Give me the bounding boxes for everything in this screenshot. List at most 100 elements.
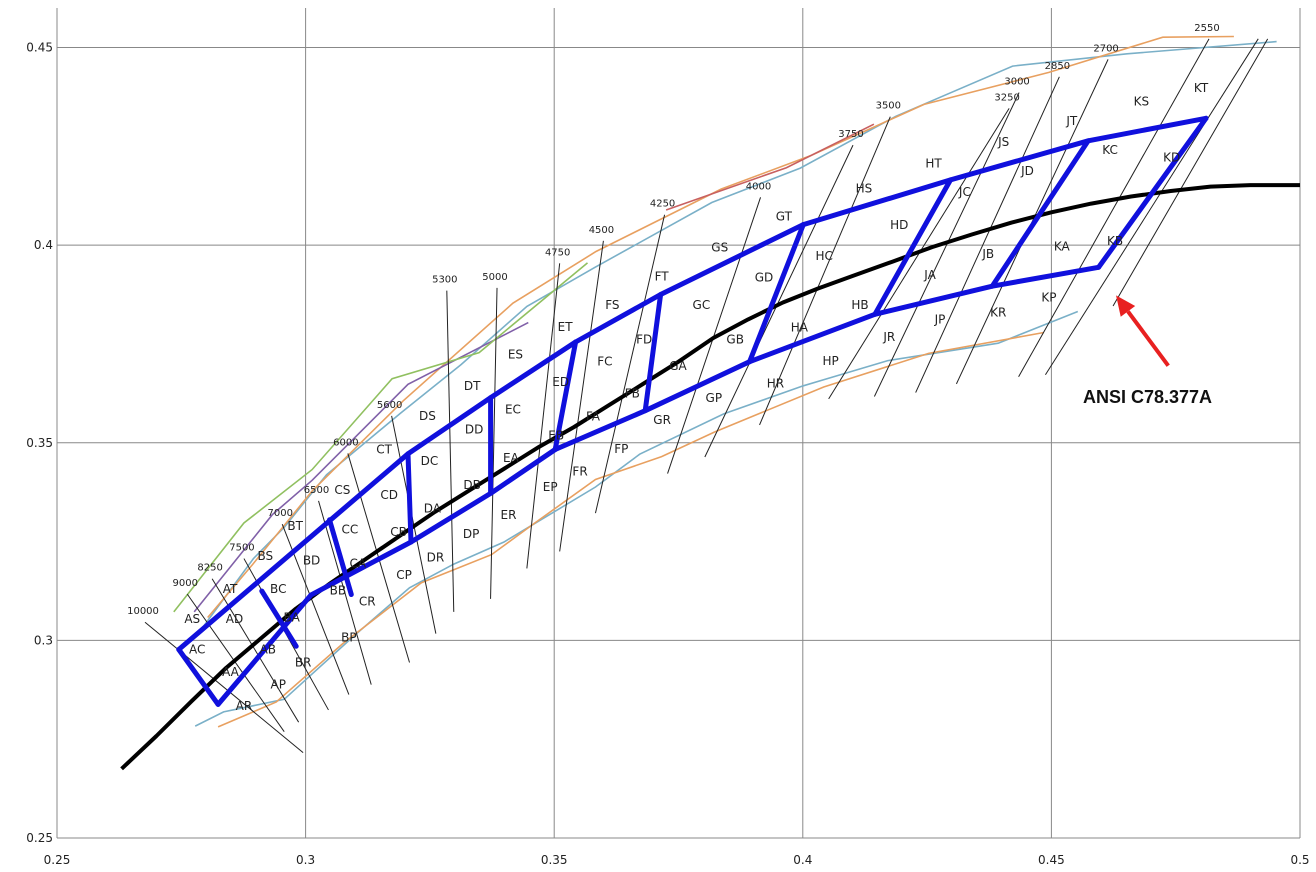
cell-label: FC bbox=[597, 355, 612, 369]
isotherm-line bbox=[446, 290, 455, 612]
cell-label: HA bbox=[791, 321, 809, 335]
y-tick-label: 0.35 bbox=[26, 436, 53, 450]
cell-label: CS bbox=[334, 483, 350, 497]
x-tick-label: 0.5 bbox=[1290, 853, 1309, 867]
isotherm-line bbox=[915, 76, 1060, 393]
cell-label: FB bbox=[625, 386, 640, 400]
quadrangle-edge bbox=[989, 138, 1091, 289]
quadrangle-edge bbox=[176, 339, 579, 652]
cell-label: BT bbox=[287, 519, 303, 533]
cell-label: GP bbox=[706, 391, 723, 405]
cct-label: 3250 bbox=[994, 92, 1019, 103]
cell-label: HP bbox=[823, 354, 839, 368]
cell-label: GD bbox=[755, 271, 774, 285]
cell-label: JA bbox=[923, 268, 936, 282]
isotherm-line bbox=[759, 116, 891, 426]
isotherm-line bbox=[144, 621, 304, 754]
cell-label: JD bbox=[1020, 164, 1034, 178]
cell-label: DA bbox=[424, 501, 442, 515]
isotherm-line bbox=[1045, 38, 1259, 376]
quadrangle-edge bbox=[552, 339, 579, 452]
cell-label: FR bbox=[572, 465, 587, 479]
cct-label: 4750 bbox=[545, 247, 570, 258]
cell-label: FD bbox=[636, 333, 652, 347]
cell-label: CT bbox=[376, 442, 392, 456]
cell-label: EB bbox=[548, 428, 564, 442]
cct-label: 2550 bbox=[1194, 23, 1219, 34]
cct-label: 4000 bbox=[746, 181, 771, 192]
cell-label: FP bbox=[614, 442, 628, 456]
cell-label: BD bbox=[303, 554, 320, 568]
boundary-line bbox=[665, 123, 875, 211]
cell-label: EA bbox=[503, 451, 520, 465]
cct-label: 9000 bbox=[173, 578, 198, 589]
cell-label: AA bbox=[222, 665, 240, 679]
cell-label: BP bbox=[341, 631, 356, 645]
tick-labels: 0.25 0.3 0.35 0.4 0.45 0.5 0.25 0.3 0.35 0.4 0.45 bbox=[26, 41, 1309, 867]
boundary-line bbox=[173, 262, 589, 613]
y-tick-label: 0.25 bbox=[26, 831, 53, 845]
cct-label: 5000 bbox=[482, 272, 507, 283]
y-tick-label: 0.45 bbox=[26, 41, 53, 55]
cell-label: KD bbox=[1163, 150, 1180, 164]
quadrangle-edge bbox=[800, 115, 1209, 228]
cell-label: KT bbox=[1194, 81, 1209, 95]
cell-label: JT bbox=[1065, 114, 1078, 128]
boundary-line bbox=[201, 40, 1277, 629]
cell-label: BC bbox=[270, 582, 286, 596]
isotherm-line bbox=[1018, 38, 1210, 378]
cell-label: ET bbox=[558, 320, 574, 334]
cct-label: 6500 bbox=[304, 485, 329, 496]
cct-label: 2700 bbox=[1093, 43, 1118, 54]
quadrangle-edge bbox=[642, 292, 664, 414]
isotherm-line bbox=[704, 144, 854, 458]
annotation-text: ANSI C78.377A bbox=[1083, 387, 1212, 407]
boundary-line bbox=[194, 310, 1079, 727]
cct-label: 10000 bbox=[127, 606, 159, 617]
cell-label: AC bbox=[189, 642, 205, 656]
cell-label: AT bbox=[223, 582, 238, 596]
quadrangle-edge bbox=[176, 647, 221, 707]
cell-label: EC bbox=[505, 403, 521, 417]
isotherm-line bbox=[318, 500, 372, 685]
cell-label: JB bbox=[981, 247, 994, 261]
cell-label: AS bbox=[184, 612, 200, 626]
cell-label: GA bbox=[669, 359, 687, 373]
cell-label: DR bbox=[427, 550, 445, 564]
cell-label: BS bbox=[258, 549, 274, 563]
cell-label: CC bbox=[341, 522, 358, 536]
y-tick-label: 0.3 bbox=[34, 633, 53, 647]
cell-label: DC bbox=[421, 454, 439, 468]
cell-label: KA bbox=[1054, 239, 1071, 253]
cell-label: DP bbox=[463, 527, 479, 541]
cell-label: FS bbox=[605, 298, 619, 312]
cell-label: FT bbox=[655, 269, 670, 283]
cct-label: 2850 bbox=[1045, 61, 1070, 72]
cell-label: DB bbox=[463, 478, 480, 492]
cct-label: 5600 bbox=[377, 400, 402, 411]
cell-label: CD bbox=[380, 488, 398, 502]
cell-label: KB bbox=[1107, 234, 1123, 248]
ansi-quadrangle-grid bbox=[176, 115, 1209, 707]
annotation: ANSI C78.377A bbox=[1083, 295, 1212, 407]
boundary-line bbox=[207, 35, 1234, 619]
cell-label: HS bbox=[856, 182, 873, 196]
cell-label: JS bbox=[997, 135, 1009, 149]
cct-label: 3750 bbox=[838, 129, 863, 140]
annotation-arrow bbox=[1126, 310, 1170, 367]
cell-label: HT bbox=[925, 156, 942, 170]
cell-label: BB bbox=[330, 584, 346, 598]
quadrangle-edge bbox=[259, 588, 299, 649]
cell-label: KC bbox=[1102, 143, 1118, 157]
quadrangle-edge bbox=[872, 177, 953, 317]
cell-label: CB bbox=[390, 525, 407, 539]
cell-label: ED bbox=[552, 375, 569, 389]
cell-label: AR bbox=[236, 699, 253, 713]
cell-label: FA bbox=[586, 409, 601, 423]
isotherm-line bbox=[186, 593, 285, 732]
x-tick-label: 0.35 bbox=[541, 853, 568, 867]
cell-label: GS bbox=[711, 241, 728, 255]
isotherm-line bbox=[490, 287, 498, 599]
